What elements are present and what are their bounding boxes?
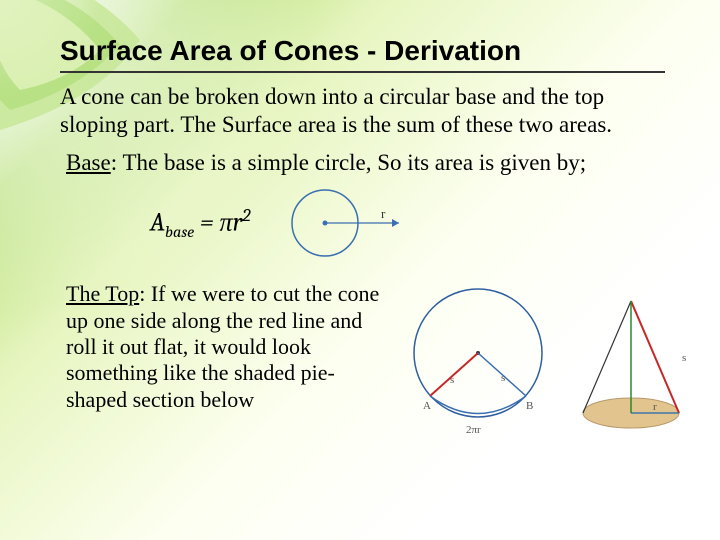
base-paragraph: Base: The base is a simple circle, So it… <box>66 149 665 177</box>
formula-A: A <box>150 207 165 237</box>
slide: Surface Area of Cones - Derivation A con… <box>0 0 720 540</box>
formula-exp: 2 <box>242 205 250 226</box>
label-A: A <box>423 400 431 412</box>
arrow-head <box>392 219 399 227</box>
label-r: r <box>381 206 386 221</box>
formula-sub: base <box>165 223 194 242</box>
figure-group: s s A B 2πr s r <box>396 281 694 441</box>
formula-row: Abase = πr2 r <box>150 183 665 263</box>
cone-label-s: s <box>682 352 686 364</box>
formula-r: r <box>232 207 242 237</box>
slide-title: Surface Area of Cones - Derivation <box>60 35 665 73</box>
large-circle-figure: s s A B 2πr <box>396 281 561 441</box>
cone-left-edge <box>583 301 631 413</box>
formula-eq: = <box>194 207 219 237</box>
intro-paragraph: A cone can be broken down into a circula… <box>60 83 665 139</box>
cone-slant-red <box>631 301 679 413</box>
content-area: Surface Area of Cones - Derivation A con… <box>60 35 665 441</box>
lower-row: The Top: If we were to cut the cone up o… <box>60 281 665 441</box>
lower-arc <box>430 396 526 414</box>
base-text: : The base is a simple circle, So its ar… <box>111 150 586 175</box>
label-s-right: s <box>501 372 505 384</box>
label-B: B <box>526 400 533 412</box>
label-2pir: 2πr <box>466 424 481 436</box>
top-paragraph: The Top: If we were to cut the cone up o… <box>66 281 386 413</box>
cone-figure: s r <box>569 291 694 441</box>
base-label: Base <box>66 150 111 175</box>
formula-pi: π <box>219 207 232 237</box>
small-circle-figure: r <box>281 183 421 263</box>
top-label: The Top <box>66 281 139 306</box>
cone-label-r: r <box>653 401 657 413</box>
label-s-left: s <box>450 374 454 386</box>
base-area-formula: Abase = πr2 <box>150 205 251 242</box>
